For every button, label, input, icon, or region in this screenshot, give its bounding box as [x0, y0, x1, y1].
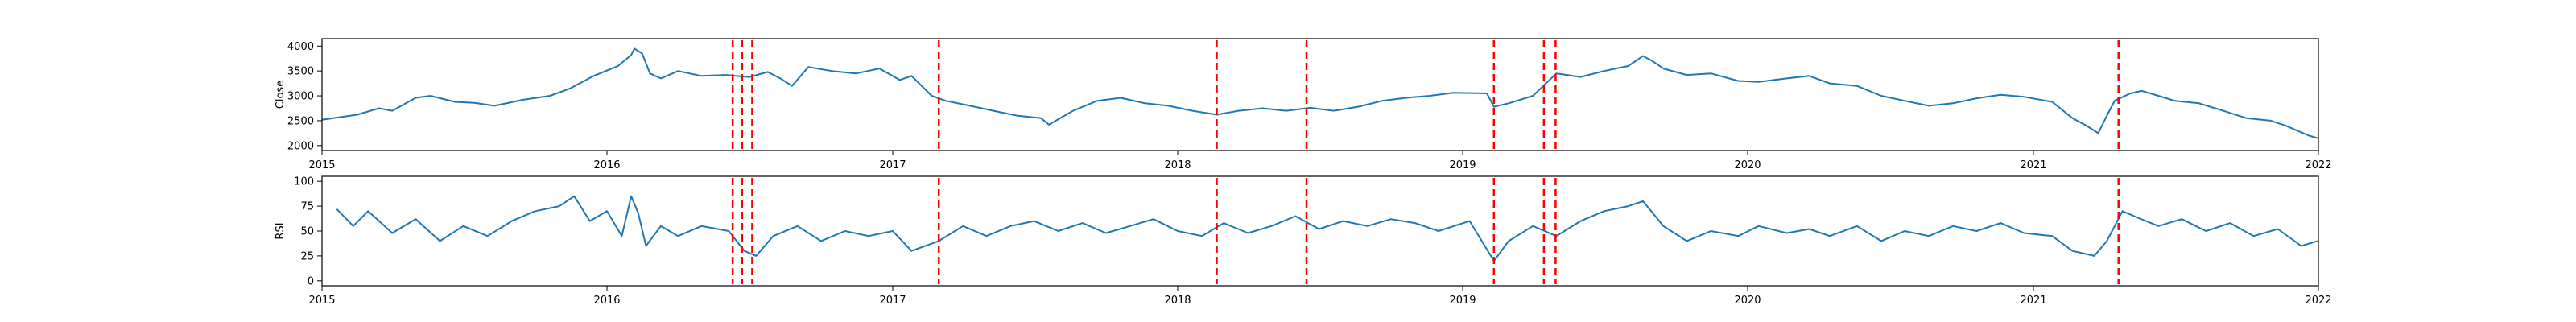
x-tick-label: 2017 — [879, 295, 906, 307]
y-tick-label: 50 — [300, 226, 314, 238]
y-tick-label: 100 — [294, 176, 314, 188]
axes-frame — [321, 38, 2319, 151]
y-tick-label: 2500 — [287, 115, 314, 127]
x-tick-label: 2020 — [1734, 295, 1761, 307]
y-tick-label: 25 — [300, 250, 314, 262]
x-tick-label: 2018 — [1164, 295, 1191, 307]
rsi-panel: 2015 2016 2017 2018 2019 2020 2021 2022 0 25 50 75 1… — [275, 175, 2332, 307]
y-tick-label: 0 — [308, 275, 314, 287]
x-tick-label: 2018 — [1164, 159, 1191, 171]
x-tick-label: 2015 — [308, 159, 335, 171]
y-tick-label: 4000 — [287, 41, 314, 53]
x-tick-label: 2019 — [1449, 159, 1476, 171]
y-tick-label: 3000 — [287, 91, 314, 103]
close-price-panel: 2015 2016 2017 2018 2019 2020 2021 2022 2000 2500… — [275, 38, 2332, 171]
x-tick-label: 2015 — [308, 295, 335, 307]
x-tick-label: 2021 — [2020, 159, 2046, 171]
y-tick-label: 3500 — [287, 66, 314, 78]
x-tick-label: 2022 — [2305, 159, 2331, 171]
x-tick-label: 2017 — [879, 159, 906, 171]
x-tick-label: 2016 — [593, 295, 620, 307]
y-tick-label: 75 — [300, 201, 314, 213]
x-tick-label: 2019 — [1449, 295, 1476, 307]
series-line-0 — [336, 195, 2318, 262]
x-tick-label: 2021 — [2020, 295, 2046, 307]
y-axis-label: Close — [275, 80, 287, 109]
x-tick-label: 2016 — [593, 159, 620, 171]
x-tick-label: 2022 — [2305, 295, 2331, 307]
y-axis-label: RSI — [275, 222, 287, 239]
x-tick-label: 2020 — [1734, 159, 1761, 171]
y-tick-label: 2000 — [287, 140, 314, 152]
series-line-0 — [321, 47, 2318, 139]
